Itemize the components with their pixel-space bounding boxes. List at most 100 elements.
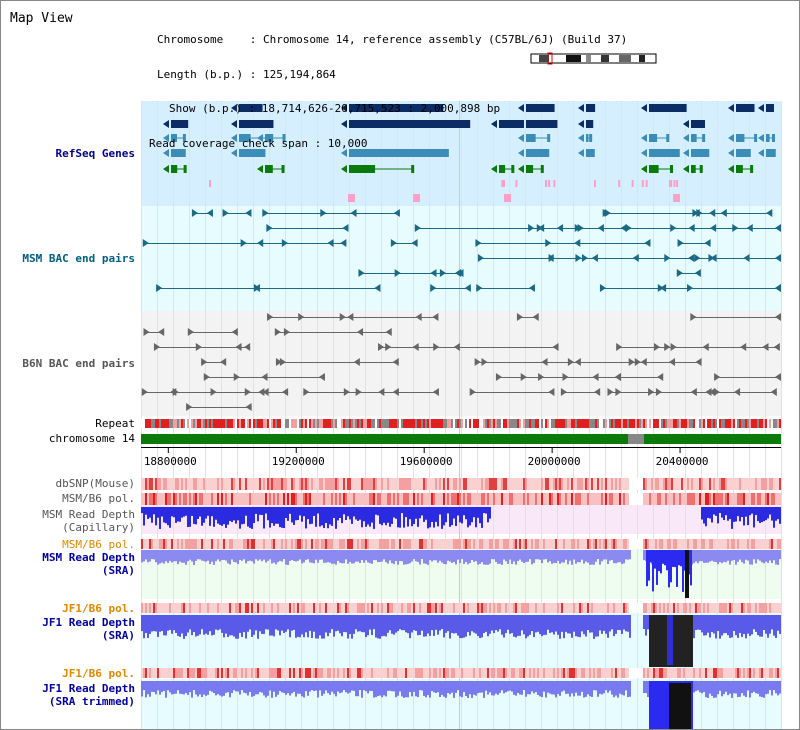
msm-pol2-strip (183, 539, 185, 549)
jf1-pol-strip (233, 603, 235, 613)
dbsnp-strip (427, 478, 429, 490)
jf1-pol-strip (215, 603, 217, 613)
msm-pol-strip (147, 493, 149, 505)
jf1-sra-depth (409, 615, 411, 639)
msm-pol-strip (637, 493, 639, 505)
msm-pol-strip (433, 493, 435, 505)
jf1-pol-strip (265, 603, 267, 613)
repeat-block (749, 419, 751, 428)
msm-pol-strip (239, 493, 241, 505)
jf1-sra-depth (249, 615, 251, 630)
jf1-trim-depth (449, 681, 451, 695)
jf1-pol2-strip (619, 668, 621, 678)
track-label-jf1-depth-trim-1[interactable]: JF1 Read Depth (42, 682, 135, 695)
capillary-depth (471, 507, 473, 523)
track-label-jf1-b6-pol-1[interactable]: JF1/B6 pol. (62, 602, 135, 615)
gene-exon (511, 165, 515, 173)
capillary-depth (361, 507, 363, 528)
track-label-b6n-bac[interactable]: B6N BAC end pairs (22, 357, 135, 370)
track-label-msm-b6-pol-1[interactable]: MSM/B6 pol. (62, 492, 135, 505)
msm-sra-depth (529, 550, 531, 560)
jf1-pol2-strip (701, 668, 703, 678)
jf1-pol-strip (353, 603, 355, 613)
jf1-pol2-strip (353, 668, 355, 678)
dbsnp-strip (439, 478, 441, 490)
msm-pol2-strip (325, 539, 327, 549)
msm-pol-strip (525, 493, 527, 505)
repeat-block (379, 419, 381, 428)
gene-arrow (758, 104, 764, 112)
msm-pol2-strip (437, 539, 439, 549)
capillary-depth (265, 507, 267, 514)
track-label-repeat[interactable]: Repeat (95, 417, 135, 430)
jf1-pol-strip (493, 603, 495, 613)
msm-pol-strip (271, 493, 273, 505)
msm-pol2-strip (297, 539, 299, 549)
msm-pol2-strip (313, 539, 315, 549)
msm-pol2-strip (285, 539, 287, 549)
jf1-trim-depth (481, 681, 483, 693)
msm-pol-strip (697, 493, 699, 505)
gene-arrow (518, 134, 524, 142)
capillary-depth (427, 507, 429, 529)
capillary-depth (735, 507, 737, 522)
jf1-pol2-strip (393, 668, 395, 678)
jf1-pol2-strip (331, 668, 333, 678)
track-label-dbsnp[interactable]: dbSNP(Mouse) (55, 477, 135, 490)
repeat-block (293, 419, 295, 428)
gene-arrow (341, 120, 347, 128)
jf1-sra-depth (711, 615, 713, 633)
jf1-trim-depth (417, 681, 419, 698)
capillary-depth (445, 507, 447, 523)
jf1-pol2-strip (407, 668, 409, 678)
track-label-jf1-depth-sra-1[interactable]: JF1 Read Depth (42, 616, 135, 629)
jf1-pol2-strip (527, 668, 529, 678)
capillary-depth (417, 507, 419, 527)
jf1-pol2-strip (625, 668, 627, 678)
msm-pol2-strip (293, 539, 295, 549)
dbsnp-strip (727, 478, 729, 490)
jf1-pol2-strip (339, 668, 341, 678)
track-label-jf1-b6-pol-2[interactable]: JF1/B6 pol. (62, 667, 135, 680)
msm-sra-depth (385, 550, 387, 563)
dbsnp-strip (415, 478, 417, 490)
track-label-msm-bac[interactable]: MSM BAC end pairs (22, 252, 135, 265)
msm-pol2-strip (533, 539, 535, 549)
msm-pol-strip (163, 493, 165, 505)
jf1-trim-depth (373, 681, 375, 698)
jf1-pol2-strip (369, 668, 371, 678)
jf1-pol-strip (427, 603, 429, 613)
msm-sra-depth (145, 550, 147, 560)
repeat-block (409, 419, 411, 428)
capillary-depth (177, 507, 179, 522)
gene-exon (649, 149, 680, 157)
msm-pol-strip (413, 493, 415, 505)
jf1-sra-depth (705, 615, 707, 636)
track-label-msm-b6-pol-2[interactable]: MSM/B6 pol. (62, 538, 135, 551)
jf1-pol2-strip (565, 668, 567, 678)
jf1-trim-depth (145, 681, 147, 698)
msm-sra-depth (705, 550, 707, 563)
jf1-pol-strip (779, 603, 781, 613)
msm-pol2-strip (379, 539, 381, 549)
jf1-pol2-strip (469, 668, 471, 678)
track-label-refseq[interactable]: RefSeq Genes (55, 147, 135, 160)
msm-pol2-strip (229, 539, 231, 549)
msm-sra-depth (409, 550, 411, 564)
jf1-pol-strip (333, 603, 335, 613)
jf1-sra-depth (541, 615, 543, 637)
msm-pol-strip (221, 493, 223, 505)
jf1-pol-strip (641, 603, 643, 613)
repeat-block (201, 419, 203, 428)
repeat-block (283, 419, 285, 428)
msm-pol-strip (505, 493, 507, 505)
jf1-sra-depth (493, 615, 495, 634)
jf1-sra-depth (403, 615, 405, 631)
msm-sra-depth (213, 550, 215, 565)
dbsnp-strip (479, 478, 481, 490)
capillary-depth (323, 507, 325, 529)
track-label-msm-depth-cap-1[interactable]: MSM Read Depth (42, 508, 135, 521)
jf1-trim-depth (479, 681, 481, 693)
track-label-msm-depth-sra-1[interactable]: MSM Read Depth (42, 551, 135, 564)
